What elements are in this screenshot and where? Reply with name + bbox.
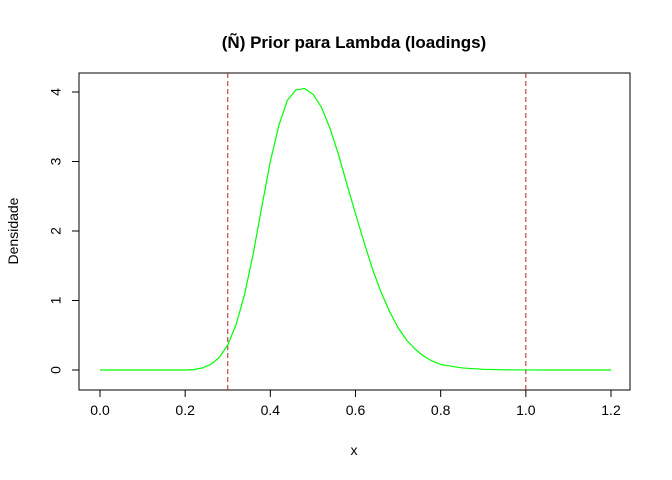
x-tick-label: 1.2 bbox=[601, 402, 621, 418]
density-curve bbox=[100, 87, 611, 371]
x-axis-label: x bbox=[351, 442, 358, 458]
y-tick-label: 2 bbox=[48, 227, 64, 235]
x-tick-label: 0.2 bbox=[175, 402, 195, 418]
y-tick-label: 4 bbox=[48, 88, 64, 96]
x-axis: 0.0 0.2 0.4 0.6 0.8 1.0 1.2 bbox=[90, 389, 621, 418]
y-axis: 0 1 2 3 4 bbox=[48, 88, 80, 374]
y-tick-label: 0 bbox=[48, 366, 64, 374]
plot-area-frame bbox=[78, 72, 631, 391]
x-tick-label: 0.4 bbox=[261, 402, 281, 418]
x-tick-label: 0.0 bbox=[90, 402, 110, 418]
chart-title: (Ñ) Prior para Lambda (loadings) bbox=[222, 32, 486, 52]
x-tick-label: 1.0 bbox=[516, 402, 536, 418]
y-axis-label: Densidade bbox=[5, 197, 21, 264]
series-group bbox=[100, 87, 611, 371]
y-tick-label: 1 bbox=[48, 296, 64, 304]
x-tick-label: 0.6 bbox=[346, 402, 366, 418]
y-tick-label: 3 bbox=[48, 157, 64, 165]
x-tick-label: 0.8 bbox=[431, 402, 451, 418]
reference-lines bbox=[227, 73, 527, 390]
